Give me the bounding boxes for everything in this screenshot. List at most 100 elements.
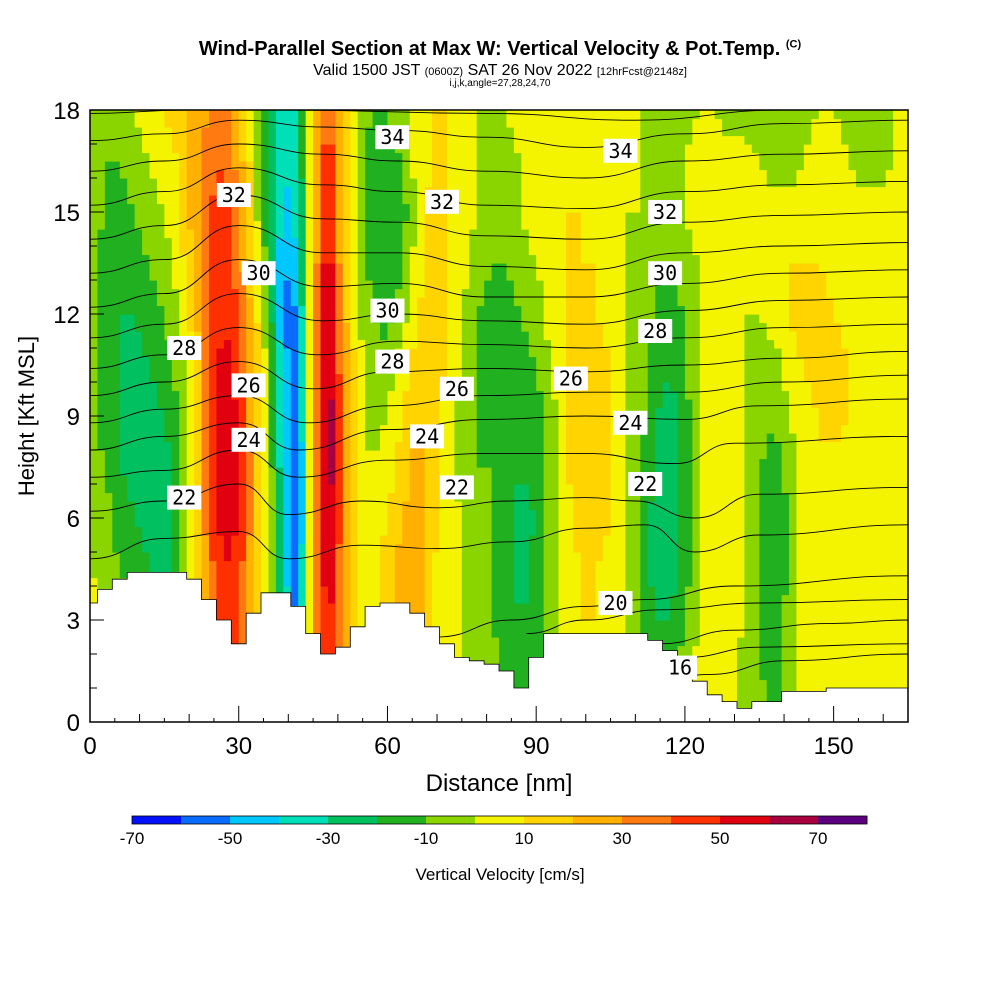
w-cell [216, 441, 225, 451]
w-cell [335, 348, 344, 358]
w-cell [513, 424, 522, 434]
w-cell [506, 492, 515, 502]
w-cell [446, 518, 455, 528]
w-cell [826, 467, 835, 477]
w-cell [394, 441, 403, 451]
w-cell [640, 535, 649, 545]
w-cell [305, 475, 314, 485]
w-cell [722, 365, 731, 375]
w-cell [870, 373, 879, 383]
w-cell [275, 501, 284, 511]
w-cell [789, 628, 798, 638]
w-cell [670, 594, 679, 604]
w-cell [380, 433, 389, 443]
w-cell [855, 407, 864, 417]
w-cell [290, 433, 299, 443]
w-cell [432, 552, 441, 562]
w-cell [580, 475, 589, 485]
w-cell [439, 628, 448, 638]
w-cell [208, 543, 218, 553]
w-cell [699, 543, 708, 553]
w-cell [543, 543, 552, 553]
w-cell [275, 552, 284, 562]
w-cell [565, 467, 574, 477]
w-cell [714, 543, 723, 553]
w-cell [194, 526, 203, 536]
w-cell [833, 620, 842, 630]
w-cell [826, 365, 835, 375]
w-cell [803, 645, 812, 655]
w-cell [573, 433, 582, 443]
w-cell [841, 467, 850, 477]
w-cell [803, 492, 812, 502]
w-cell [751, 373, 760, 383]
w-cell [513, 484, 522, 494]
w-cell [417, 475, 426, 485]
w-cell [476, 569, 485, 579]
w-cell [736, 569, 745, 579]
w-cell [625, 518, 634, 528]
w-cell [283, 382, 292, 392]
w-cell [313, 577, 322, 587]
w-cell [216, 450, 225, 460]
w-cell [394, 535, 403, 545]
w-cell [855, 569, 864, 579]
w-cell [283, 484, 292, 494]
w-cell [499, 433, 508, 443]
w-cell [885, 373, 894, 383]
w-cell [736, 339, 745, 349]
w-cell [603, 535, 612, 545]
w-cell [320, 441, 329, 451]
w-cell [171, 365, 180, 375]
w-cell [164, 518, 173, 528]
w-cell [156, 424, 165, 434]
w-cell [253, 509, 262, 519]
w-cell [357, 552, 366, 562]
w-cell [863, 518, 872, 528]
w-cell [603, 339, 612, 349]
w-cell [811, 560, 820, 570]
w-cell [357, 450, 366, 460]
w-cell [558, 441, 567, 451]
w-cell [796, 611, 805, 621]
w-cell [610, 484, 619, 494]
w-cell [588, 569, 597, 579]
w-cell [565, 509, 574, 519]
w-cell [751, 620, 760, 630]
w-cell [818, 611, 827, 621]
w-cell [149, 501, 158, 511]
w-cell [588, 620, 597, 630]
w-cell [573, 552, 582, 562]
w-cell [796, 399, 805, 409]
w-cell [528, 637, 537, 647]
w-cell [149, 543, 158, 553]
w-cell [387, 390, 396, 400]
w-cell [655, 492, 664, 502]
w-cell [320, 492, 329, 502]
w-cell [610, 373, 619, 383]
w-cell [409, 484, 418, 494]
w-cell [446, 458, 455, 468]
w-cell [640, 382, 649, 392]
w-cell [655, 552, 664, 562]
w-cell [826, 518, 835, 528]
w-cell [595, 467, 604, 477]
w-cell [543, 407, 552, 417]
w-cell [476, 390, 485, 400]
w-cell [194, 450, 203, 460]
w-cell [231, 365, 240, 375]
w-cell [781, 407, 790, 417]
w-cell [543, 433, 552, 443]
w-cell [506, 424, 515, 434]
w-cell [722, 458, 731, 468]
w-cell [677, 424, 686, 434]
w-cell [268, 552, 277, 562]
w-cell [454, 348, 463, 358]
w-cell [536, 348, 545, 358]
w-cell [179, 356, 188, 366]
w-cell [789, 645, 798, 655]
w-cell [684, 339, 693, 349]
w-cell [246, 458, 255, 468]
w-cell [580, 424, 589, 434]
w-cell [134, 348, 143, 358]
